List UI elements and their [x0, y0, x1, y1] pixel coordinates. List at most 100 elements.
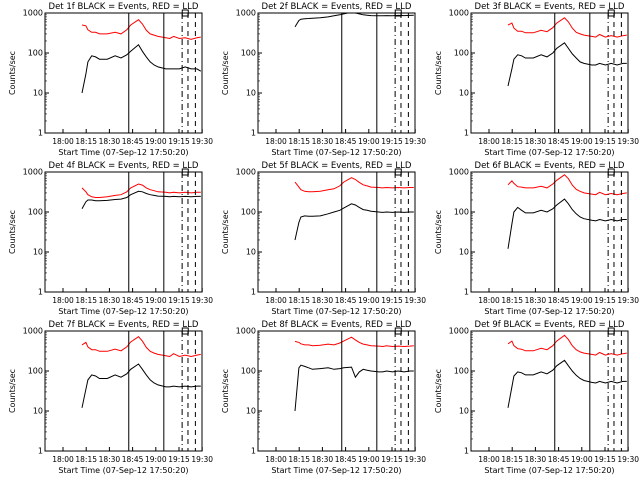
- panel-title: Det 6f BLACK = Events, RED = LLD: [475, 161, 625, 171]
- y-tick-label: 1: [38, 447, 43, 456]
- detector-panel-2: 1 10 100 1000 18:00 18:15 18:30 18:45 19:00 19:15…: [221, 2, 426, 157]
- events-series-line: [507, 198, 627, 249]
- x-tick-label: 19:30: [617, 455, 639, 464]
- panel-title: Det 7f BLACK = Events, RED = LLD: [49, 320, 199, 330]
- events-series-line: [81, 190, 201, 210]
- x-axis-label: Start Time (07-Sep-12 17:50:20): [271, 307, 401, 316]
- detector-panel-9: 1 10 100 1000 18:00 18:15 18:30 18:45 19:00 19:15…: [434, 320, 639, 475]
- y-axis-label: Counts/sec: [8, 210, 17, 254]
- x-axis-label: Start Time (07-Sep-12 17:50:20): [58, 466, 188, 475]
- x-tick-label: 18:00: [265, 137, 287, 146]
- y-tick-label: 100: [28, 367, 43, 376]
- y-axis-label: Counts/sec: [221, 210, 230, 254]
- plot-frame: [44, 330, 203, 452]
- plot-frame: [257, 12, 416, 134]
- x-tick-label: 19:15: [594, 455, 616, 464]
- y-tick-label: 100: [454, 49, 469, 58]
- x-axis-label: Start Time (07-Sep-12 17:50:20): [271, 466, 401, 475]
- x-tick-label: 18:45: [548, 296, 570, 305]
- x-tick-label: 19:15: [168, 455, 190, 464]
- y-tick-label: 100: [241, 367, 256, 376]
- x-tick-label: 18:30: [312, 296, 334, 305]
- y-tick-label: 1000: [449, 168, 469, 177]
- x-tick-label: 19:00: [145, 296, 167, 305]
- y-tick-label: 1: [464, 447, 469, 456]
- x-tick-label: 19:15: [381, 455, 403, 464]
- x-axis-label: Start Time (07-Sep-12 17:50:20): [58, 148, 188, 157]
- detector-panel-3: 1 10 100 1000 18:00 18:15 18:30 18:45 19:00 19:15…: [434, 2, 639, 157]
- detector-panel-1: 1 10 100 1000 18:00 18:15 18:30 18:45 19:00 19:15…: [8, 2, 213, 157]
- x-tick-label: 18:45: [335, 137, 357, 146]
- y-tick-label: 1000: [449, 9, 469, 18]
- x-tick-label: 18:30: [525, 137, 547, 146]
- x-axis-label: Start Time (07-Sep-12 17:50:20): [484, 307, 614, 316]
- events-series-line: [507, 359, 627, 408]
- lld-series-line: [81, 183, 201, 198]
- y-axis-label: Counts/sec: [221, 369, 230, 413]
- panel-title: Det 2f BLACK = Events, RED = LLD: [262, 2, 412, 12]
- plot-frame: [470, 171, 629, 293]
- lld-series-line: [81, 19, 201, 40]
- x-tick-label: 18:30: [99, 296, 121, 305]
- events-series-line: [81, 363, 201, 408]
- x-tick-label: 18:00: [478, 296, 500, 305]
- x-tick-label: 18:30: [99, 455, 121, 464]
- x-tick-label: 19:15: [381, 137, 403, 146]
- detector-panel-5: 1 10 100 1000 18:00 18:15 18:30 18:45 19:00 19:15…: [221, 161, 426, 316]
- x-axis-label: Start Time (07-Sep-12 17:50:20): [484, 466, 614, 475]
- y-tick-label: 10: [246, 407, 256, 416]
- panel-title: Det 5f BLACK = Events, RED = LLD: [262, 161, 412, 171]
- y-tick-label: 1: [464, 288, 469, 297]
- panel-title: Det 9f BLACK = Events, RED = LLD: [475, 320, 625, 330]
- y-axis-label: Counts/sec: [221, 51, 230, 95]
- lld-series-line: [81, 336, 201, 358]
- y-tick-label: 10: [246, 248, 256, 257]
- events-series-line: [294, 364, 414, 412]
- panel-title: Det 1f BLACK = Events, RED = LLD: [49, 2, 199, 12]
- x-tick-label: 18:30: [525, 296, 547, 305]
- x-tick-label: 18:30: [312, 455, 334, 464]
- y-axis-label: Counts/sec: [434, 51, 443, 95]
- y-tick-label: 1: [251, 129, 256, 138]
- detector-panel-4: 1 10 100 1000 18:00 18:15 18:30 18:45 19:00 19:15…: [8, 161, 213, 316]
- panel-title: Det 4f BLACK = Events, RED = LLD: [49, 161, 199, 171]
- y-tick-label: 1000: [236, 168, 256, 177]
- x-tick-label: 18:15: [288, 296, 310, 305]
- x-tick-label: 18:15: [501, 296, 523, 305]
- y-tick-label: 10: [246, 89, 256, 98]
- x-tick-label: 18:30: [312, 137, 334, 146]
- y-tick-label: 1: [251, 447, 256, 456]
- x-tick-label: 18:00: [52, 455, 74, 464]
- lld-series-line: [507, 174, 627, 196]
- x-tick-label: 19:15: [594, 137, 616, 146]
- y-tick-label: 10: [33, 89, 43, 98]
- plot-frame: [470, 12, 629, 134]
- y-tick-label: 10: [459, 89, 469, 98]
- events-series-line: [81, 44, 202, 94]
- x-tick-label: 19:30: [617, 137, 639, 146]
- y-tick-label: 1: [38, 288, 43, 297]
- panel-title: Det 8f BLACK = Events, RED = LLD: [262, 320, 412, 330]
- plot-frame: [257, 171, 416, 293]
- x-tick-label: 18:15: [288, 455, 310, 464]
- x-tick-label: 19:30: [191, 296, 213, 305]
- y-tick-label: 1000: [236, 327, 256, 336]
- y-tick-label: 100: [241, 208, 256, 217]
- x-tick-label: 19:00: [145, 455, 167, 464]
- x-tick-label: 19:15: [594, 296, 616, 305]
- x-tick-label: 19:00: [571, 296, 593, 305]
- x-tick-label: 18:45: [548, 455, 570, 464]
- y-tick-label: 10: [459, 407, 469, 416]
- x-tick-label: 19:30: [404, 137, 426, 146]
- x-tick-label: 19:30: [191, 455, 213, 464]
- x-tick-label: 18:45: [335, 455, 357, 464]
- x-tick-label: 19:00: [571, 137, 593, 146]
- y-tick-label: 100: [454, 208, 469, 217]
- x-tick-label: 19:30: [404, 296, 426, 305]
- x-tick-label: 19:30: [191, 137, 213, 146]
- lld-series-line: [294, 336, 414, 348]
- y-tick-label: 1: [464, 129, 469, 138]
- plot-frame: [44, 171, 203, 293]
- x-tick-label: 18:15: [75, 296, 97, 305]
- x-tick-label: 18:00: [478, 137, 500, 146]
